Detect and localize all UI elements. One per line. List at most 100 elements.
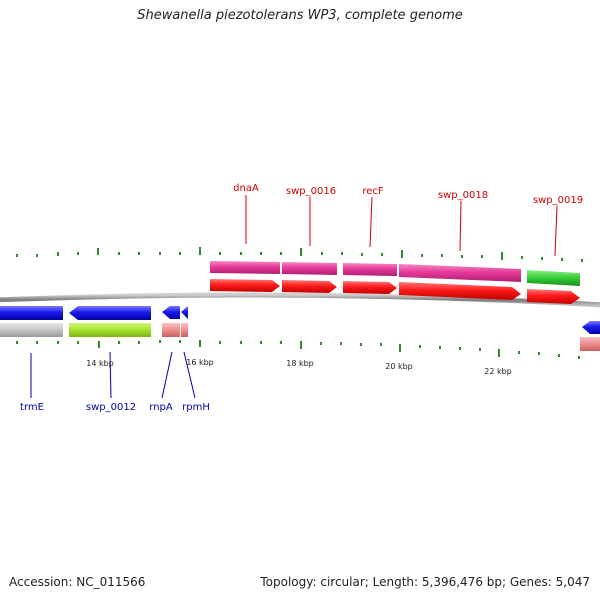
cds-rpmH[interactable] xyxy=(181,306,188,319)
gene-label: dnaA xyxy=(233,183,259,194)
tick-mark xyxy=(240,341,242,344)
cds-swp_0012[interactable] xyxy=(69,306,151,320)
tick-mark xyxy=(578,356,580,359)
tick-mark xyxy=(541,257,543,260)
tick-mark xyxy=(340,342,342,345)
gene-label: swp_0016 xyxy=(286,186,336,197)
tick-mark xyxy=(361,253,363,256)
tick-mark xyxy=(199,247,201,255)
cds-rnpA[interactable] xyxy=(162,306,180,319)
genome-summary-label: Topology: circular; Length: 5,396,476 bp… xyxy=(260,575,590,589)
tick-mark xyxy=(581,259,583,262)
leader-recF xyxy=(369,196,373,248)
gene-swp_0018[interactable] xyxy=(399,264,521,282)
reverse-cds-features xyxy=(0,306,600,334)
tick-mark xyxy=(498,349,500,357)
tick-mark xyxy=(57,341,59,344)
gene-label: rpmH xyxy=(182,402,210,413)
tick-mark xyxy=(36,254,38,257)
tick-mark xyxy=(461,255,463,258)
cds-swp_0019[interactable] xyxy=(527,289,580,304)
tick-mark xyxy=(199,340,201,347)
tick-mark xyxy=(300,341,302,349)
tick-mark xyxy=(341,252,343,255)
bottom-gene-labels: trmE swp_0012 rnpA rpmH xyxy=(20,402,210,413)
accession-label: Accession: NC_011566 xyxy=(9,575,146,589)
tick-mark xyxy=(421,254,423,257)
scale-labels: 14 kbp 16 kbp 18 kbp 20 kbp 22 kbp xyxy=(86,358,512,376)
gene-label: swp_0018 xyxy=(438,190,488,201)
tick-mark xyxy=(97,248,99,255)
tick-mark xyxy=(260,252,262,255)
forward-cds-features xyxy=(210,279,580,304)
gene-trmE[interactable] xyxy=(0,323,63,337)
tick-mark xyxy=(381,253,383,256)
tick-mark xyxy=(219,341,221,344)
cds-recF[interactable] xyxy=(343,281,397,294)
tick-mark xyxy=(479,348,481,351)
tick-mark xyxy=(439,346,441,349)
cds-right-edge[interactable] xyxy=(582,321,600,334)
gene-rpmH[interactable] xyxy=(181,323,188,337)
tick-mark xyxy=(459,347,461,350)
tick-mark xyxy=(320,342,322,345)
forward-gene-features xyxy=(210,261,580,286)
cds-trmE[interactable] xyxy=(0,306,63,320)
tick-mark xyxy=(77,341,79,344)
tick-mark xyxy=(518,351,520,354)
top-gene-labels: dnaA swp_0016 recF swp_0018 swp_0019 xyxy=(233,183,583,206)
cds-swp_0018[interactable] xyxy=(399,282,521,300)
cds-dnaA[interactable] xyxy=(210,279,280,292)
tick-mark xyxy=(380,343,382,346)
gene-label: swp_0012 xyxy=(86,402,136,413)
leader-swp_0012 xyxy=(109,351,112,399)
tick-mark xyxy=(419,345,421,348)
tick-mark xyxy=(179,252,181,255)
tick-mark xyxy=(521,256,523,259)
tick-mark xyxy=(280,252,282,255)
tick-mark xyxy=(280,341,282,344)
tick-mark xyxy=(57,252,59,256)
tick-mark xyxy=(399,344,401,352)
tick-mark xyxy=(118,252,120,255)
genome-backbone xyxy=(0,292,600,308)
bottom-tick-row xyxy=(16,340,580,359)
gene-label: recF xyxy=(362,186,384,197)
tick-mark xyxy=(321,252,323,255)
tick-mark xyxy=(138,252,140,255)
gene-dnaA[interactable] xyxy=(210,261,280,274)
reverse-gene-features xyxy=(0,323,600,351)
tick-mark xyxy=(501,252,503,260)
tick-mark xyxy=(401,250,403,258)
tick-mark xyxy=(481,255,483,258)
tick-mark xyxy=(98,341,100,348)
tick-mark xyxy=(159,252,161,255)
scale-label: 18 kbp xyxy=(286,359,314,368)
leader-rpmH xyxy=(183,351,196,399)
tick-mark xyxy=(36,341,38,344)
gene-label: trmE xyxy=(20,402,44,413)
tick-mark xyxy=(138,341,140,344)
tick-mark xyxy=(260,341,262,344)
leader-rnpA xyxy=(161,351,173,399)
cds-swp_0016[interactable] xyxy=(282,280,337,293)
tick-mark xyxy=(538,352,540,355)
tick-mark xyxy=(16,341,18,344)
scale-label: 20 kbp xyxy=(385,362,413,371)
gene-swp_0016[interactable] xyxy=(282,262,337,275)
gene-right-edge[interactable] xyxy=(580,337,600,351)
tick-mark xyxy=(219,252,221,255)
tick-mark xyxy=(300,248,302,256)
tick-mark xyxy=(16,254,18,257)
gene-recF[interactable] xyxy=(343,263,397,276)
top-tick-row xyxy=(16,247,583,262)
scale-label: 22 kbp xyxy=(484,367,512,376)
gene-swp_0012[interactable] xyxy=(69,323,151,337)
scale-label: 14 kbp xyxy=(86,359,114,368)
tick-mark xyxy=(77,252,79,255)
gene-rnpA[interactable] xyxy=(162,323,180,337)
leader-swp_0018 xyxy=(459,200,462,252)
tick-mark xyxy=(558,354,560,357)
gene-swp_0019[interactable] xyxy=(527,270,580,286)
